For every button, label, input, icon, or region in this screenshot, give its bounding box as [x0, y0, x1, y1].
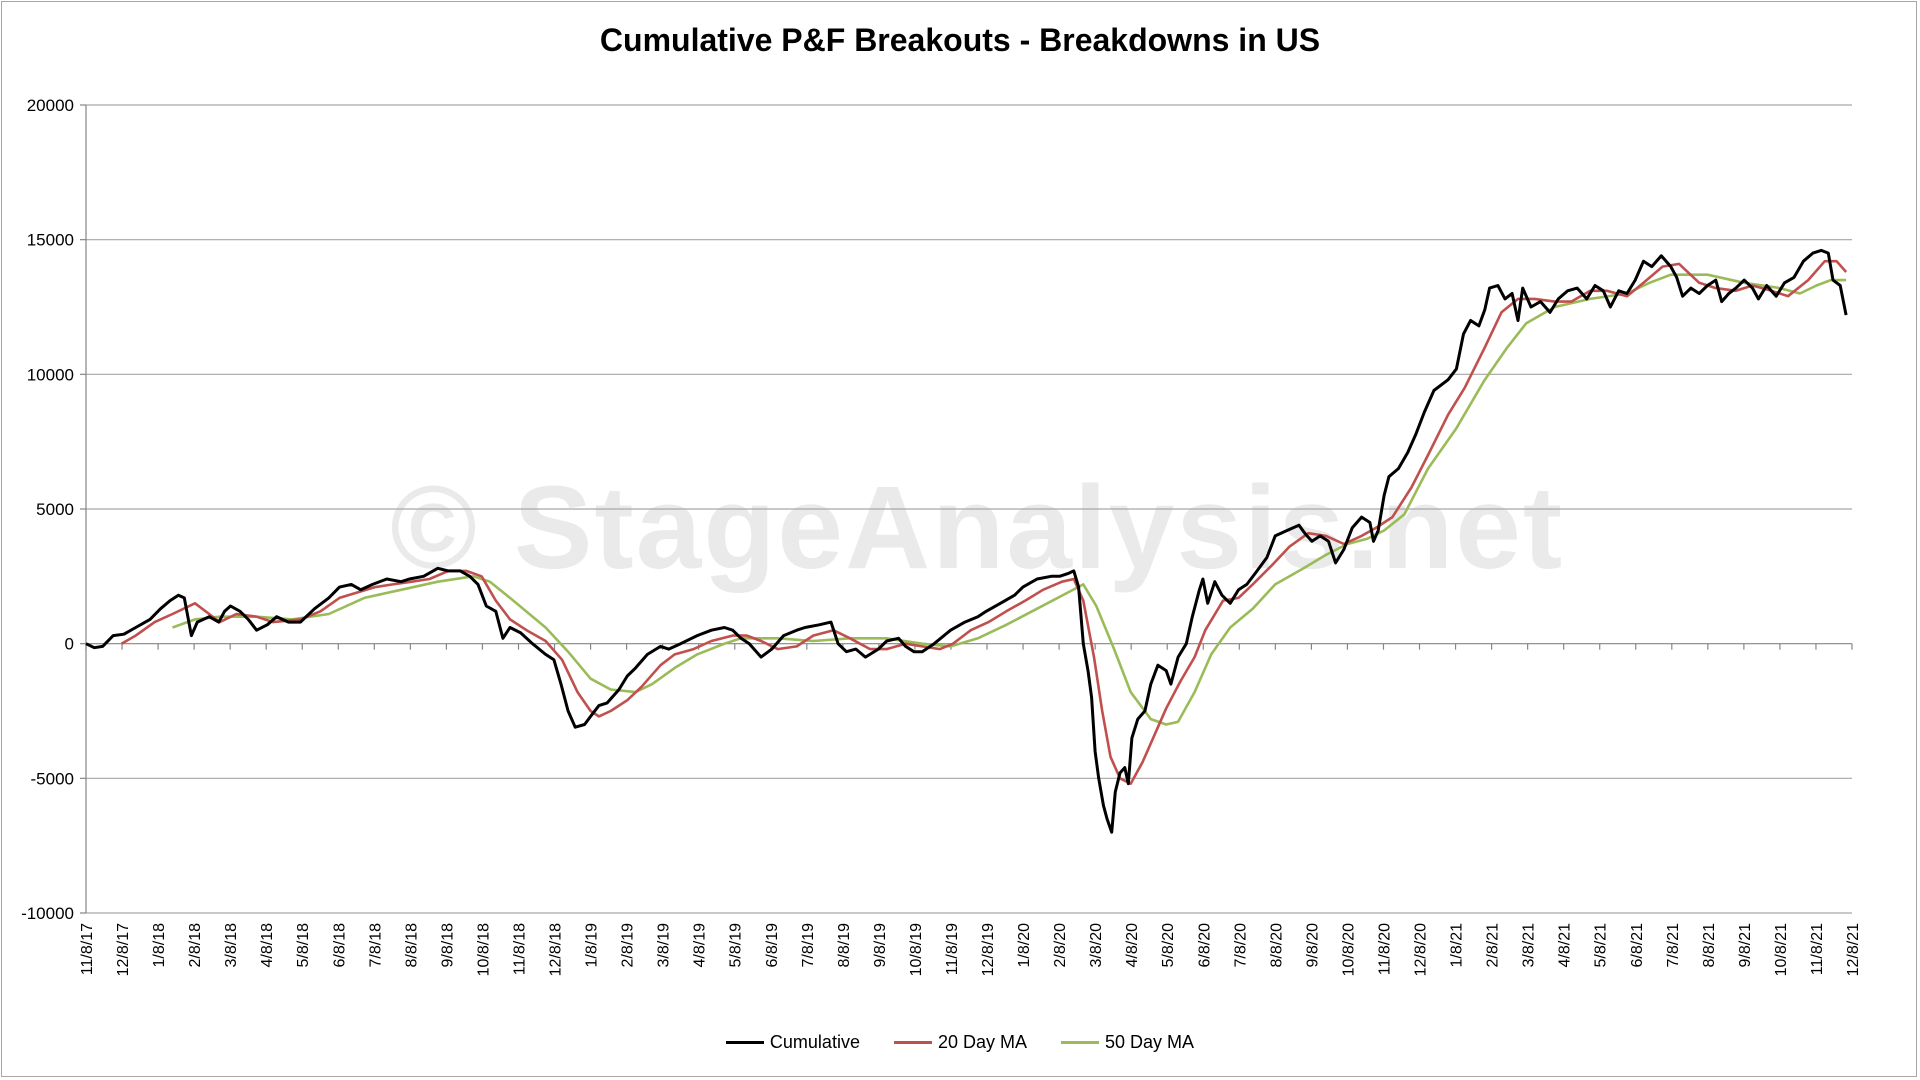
- series-line-20-day-ma: [120, 259, 1848, 785]
- x-tick-label: 10/8/21: [1773, 923, 1790, 976]
- x-tick-label: 5/8/21: [1593, 923, 1610, 968]
- x-tick-label: 9/8/20: [1304, 923, 1321, 968]
- x-tick-label: 1/8/19: [584, 923, 601, 968]
- series-line-50-day-ma: [172, 273, 1847, 726]
- y-tick-label: 20000: [27, 96, 74, 115]
- x-tick-label: 11/8/17: [79, 923, 96, 975]
- x-tick-label: 6/8/18: [331, 923, 348, 968]
- legend-label-20-day-ma: 20 Day MA: [937, 1032, 1028, 1052]
- x-tick-label: 12/8/17: [115, 923, 132, 976]
- x-tick-label: 6/8/20: [1196, 923, 1213, 968]
- x-tick-label: 3/8/20: [1088, 923, 1105, 968]
- x-tick-label: 5/8/20: [1160, 923, 1177, 968]
- x-tick-label: 4/8/21: [1557, 923, 1574, 968]
- y-tick-label: 15000: [27, 231, 74, 250]
- x-tick-label: 3/8/21: [1521, 923, 1538, 968]
- x-tick-label: 10/8/20: [1340, 923, 1357, 976]
- x-tick-label: 11/8/20: [1376, 923, 1393, 975]
- y-tick-label: -10000: [21, 904, 74, 923]
- x-tick-label: 10/8/18: [475, 923, 492, 976]
- x-tick-label: 4/8/19: [692, 923, 709, 968]
- x-tick-label: 1/8/18: [151, 923, 168, 968]
- x-tick-label: 7/8/21: [1665, 923, 1682, 968]
- x-tick-label: 8/8/20: [1268, 923, 1285, 968]
- x-tick-label: 9/8/19: [872, 923, 889, 968]
- watermark: © StageAnalysis.net: [390, 462, 1565, 594]
- x-tick-label: 2/8/21: [1485, 923, 1502, 968]
- y-tick-label: -5000: [31, 769, 74, 788]
- x-tick-label: 4/8/18: [259, 923, 276, 968]
- legend: Cumulative 20 Day MA 50 Day MA: [0, 1032, 1920, 1053]
- x-tick-label: 9/8/18: [439, 923, 456, 968]
- legend-item-20-day-ma: 20 Day MA: [893, 1032, 1028, 1053]
- chart-title: Cumulative P&F Breakouts - Breakdowns in…: [599, 22, 1321, 58]
- x-tick-label: 2/8/18: [187, 923, 204, 968]
- x-tick-label: 12/8/20: [1413, 923, 1430, 976]
- legend-item-cumulative: Cumulative: [725, 1032, 860, 1053]
- legend-item-50-day-ma: 50 Day MA: [1061, 1032, 1194, 1053]
- x-tick-label: 11/8/21: [1809, 923, 1826, 975]
- x-tick-label: 6/8/19: [764, 923, 781, 968]
- legend-swatch-cumulative: [725, 1041, 764, 1044]
- series-line-cumulative: [85, 248, 1848, 834]
- x-tick-label: 11/8/19: [944, 923, 961, 975]
- x-tick-label: 2/8/20: [1052, 923, 1069, 968]
- x-tick-label: 8/8/21: [1701, 923, 1718, 968]
- x-tick-label: 4/8/20: [1124, 923, 1141, 968]
- x-tick-label: 12/8/18: [548, 923, 565, 976]
- x-tick-label: 2/8/19: [620, 923, 637, 968]
- legend-label-cumulative: Cumulative: [769, 1032, 860, 1052]
- x-tick-label: 7/8/20: [1232, 923, 1249, 968]
- legend-label-50-day-ma: 50 Day MA: [1105, 1032, 1195, 1052]
- x-tick-label: 12/8/19: [980, 923, 997, 976]
- axes: -10000 -5000 0 5000 10000 15000 20000 11/8/17 12…: [21, 96, 1862, 976]
- x-tick-label: 8/8/18: [403, 923, 420, 968]
- x-tick-label: 9/8/21: [1737, 923, 1754, 968]
- x-tick-label: 12/8/21: [1845, 923, 1862, 976]
- legend-swatch-50-day-ma: [1061, 1041, 1100, 1044]
- x-tick-label: 5/8/19: [728, 923, 745, 968]
- x-tick-label: 1/8/20: [1016, 923, 1033, 968]
- x-tick-label: 11/8/18: [511, 923, 528, 975]
- x-tick-label: 3/8/18: [223, 923, 240, 968]
- gridlines: [86, 104, 1852, 914]
- series-lines: [85, 248, 1848, 834]
- x-tick-label: 7/8/18: [367, 923, 384, 968]
- x-tick-label: 7/8/19: [800, 923, 817, 968]
- x-tick-label: 3/8/19: [656, 923, 673, 968]
- y-tick-label: 0: [65, 635, 74, 654]
- x-tick-label: 8/8/19: [836, 923, 853, 968]
- legend-swatch-20-day-ma: [893, 1041, 932, 1044]
- x-tick-label: 10/8/19: [908, 923, 925, 976]
- x-tick-label: 6/8/21: [1629, 923, 1646, 968]
- y-tick-label: 5000: [36, 500, 74, 519]
- y-tick-label: 10000: [27, 365, 74, 384]
- x-tick-label: 5/8/18: [295, 923, 312, 968]
- x-tick-label: 1/8/21: [1449, 923, 1466, 968]
